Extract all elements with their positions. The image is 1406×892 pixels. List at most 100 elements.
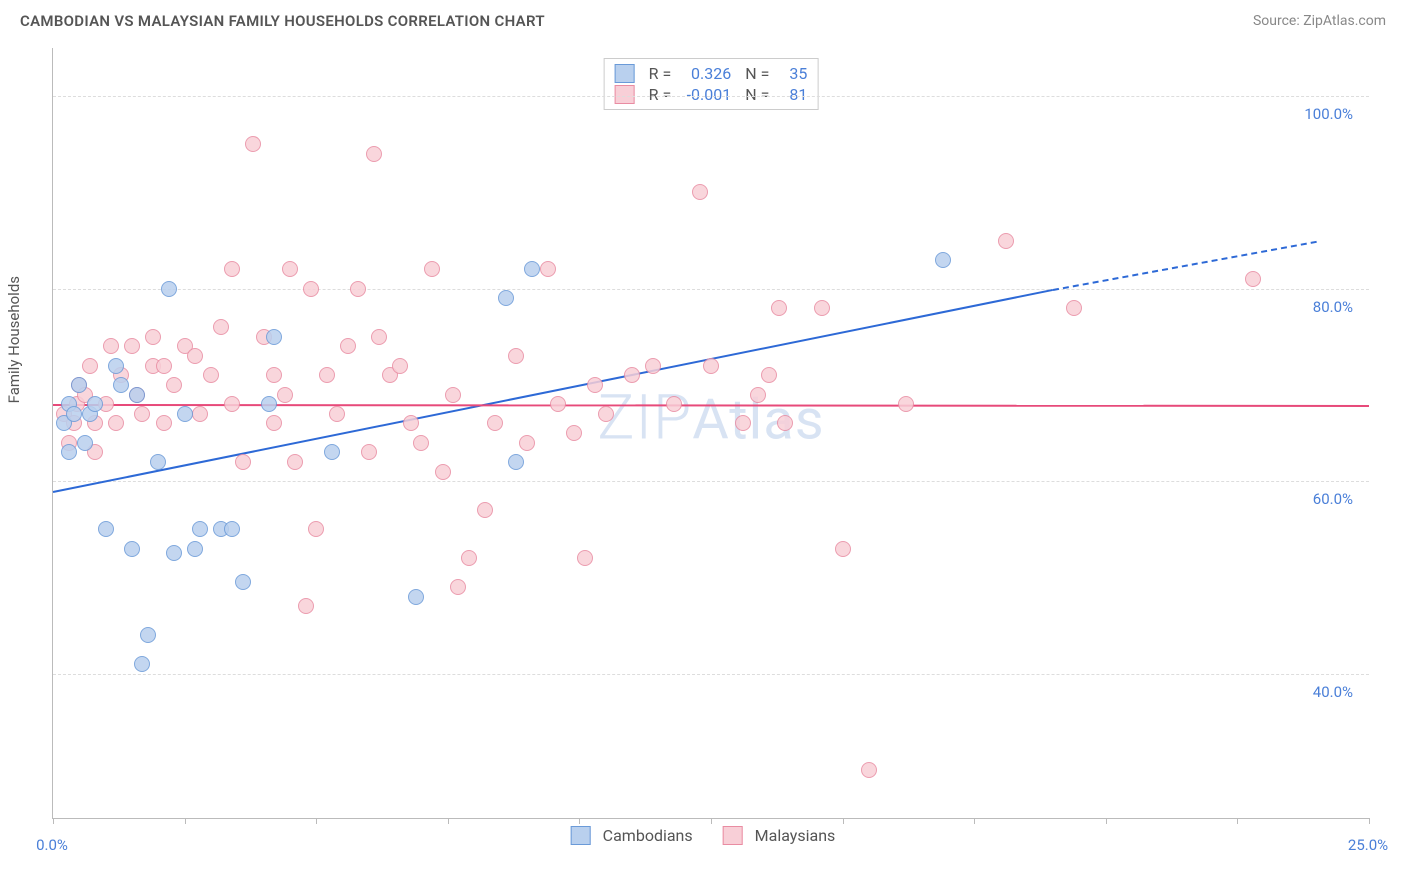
data-point xyxy=(224,521,240,537)
x-tick xyxy=(316,818,317,824)
data-point xyxy=(266,329,282,345)
legend-label: Malaysians xyxy=(755,826,836,845)
stats-legend-box: R =0.326 N =35R =-0.001 N =81 xyxy=(604,58,819,110)
data-point xyxy=(113,377,129,393)
legend-swatch xyxy=(615,85,635,104)
data-point xyxy=(266,415,282,431)
legend-swatch xyxy=(723,826,743,845)
y-axis-label: Family Households xyxy=(5,276,23,403)
data-point xyxy=(77,435,93,451)
x-tick xyxy=(1369,818,1370,824)
stats-legend-row: R =0.326 N =35 xyxy=(615,63,808,84)
plot-area: ZIPAtlas R =0.326 N =35R =-0.001 N =81 4… xyxy=(52,48,1369,819)
data-point xyxy=(750,387,766,403)
data-point xyxy=(324,444,340,460)
data-point xyxy=(187,348,203,364)
data-point xyxy=(213,319,229,335)
data-point xyxy=(435,464,451,480)
data-point xyxy=(403,415,419,431)
data-point xyxy=(666,396,682,412)
data-point xyxy=(134,656,150,672)
data-point xyxy=(771,300,787,316)
data-point xyxy=(192,406,208,422)
data-point xyxy=(298,598,314,614)
gridline xyxy=(53,289,1369,290)
data-point xyxy=(329,406,345,422)
data-point xyxy=(814,300,830,316)
legend-item: Malaysians xyxy=(723,826,836,845)
stats-legend-row: R =-0.001 N =81 xyxy=(615,84,808,105)
data-point xyxy=(540,261,556,277)
stat-r-label: R = xyxy=(649,85,672,104)
data-point xyxy=(1066,300,1082,316)
data-point xyxy=(166,377,182,393)
data-point xyxy=(703,358,719,374)
legend-swatch xyxy=(571,826,591,845)
x-tick xyxy=(185,818,186,824)
data-point xyxy=(124,541,140,557)
data-point xyxy=(156,358,172,374)
data-point xyxy=(287,454,303,470)
data-point xyxy=(87,396,103,412)
data-point xyxy=(524,261,540,277)
data-point xyxy=(277,387,293,403)
x-tick xyxy=(1237,818,1238,824)
x-tick xyxy=(53,818,54,824)
stat-n-label: N = xyxy=(741,85,769,104)
data-point xyxy=(108,415,124,431)
data-point xyxy=(192,521,208,537)
data-point xyxy=(692,184,708,200)
x-tick xyxy=(448,818,449,824)
y-tick-label: 100.0% xyxy=(1304,105,1353,123)
data-point xyxy=(1245,271,1261,287)
regression-line xyxy=(53,289,1054,493)
source-attribution: Source: ZipAtlas.com xyxy=(1253,13,1386,29)
data-point xyxy=(508,454,524,470)
data-point xyxy=(450,579,466,595)
stat-r-value: 0.326 xyxy=(681,64,731,83)
data-point xyxy=(598,406,614,422)
data-point xyxy=(835,541,851,557)
data-point xyxy=(361,444,377,460)
data-point xyxy=(566,425,582,441)
y-tick-label: 40.0% xyxy=(1313,683,1353,701)
data-point xyxy=(235,454,251,470)
data-point xyxy=(61,444,77,460)
legend-swatch xyxy=(615,64,635,83)
data-point xyxy=(145,329,161,345)
data-point xyxy=(587,377,603,393)
data-point xyxy=(82,358,98,374)
data-point xyxy=(177,406,193,422)
data-point xyxy=(445,387,461,403)
data-point xyxy=(156,415,172,431)
data-point xyxy=(303,281,319,297)
data-point xyxy=(245,136,261,152)
data-point xyxy=(935,252,951,268)
data-point xyxy=(477,502,493,518)
data-point xyxy=(550,396,566,412)
data-point xyxy=(224,396,240,412)
data-point xyxy=(140,627,156,643)
data-point xyxy=(224,261,240,277)
data-point xyxy=(777,415,793,431)
data-point xyxy=(350,281,366,297)
data-point xyxy=(413,435,429,451)
data-point xyxy=(340,338,356,354)
data-point xyxy=(371,329,387,345)
data-point xyxy=(124,338,140,354)
y-tick-label: 80.0% xyxy=(1313,298,1353,316)
data-point xyxy=(319,367,335,383)
stat-n-value: 81 xyxy=(779,85,807,104)
data-point xyxy=(66,406,82,422)
x-tick xyxy=(711,818,712,824)
gridline xyxy=(53,96,1369,97)
data-point xyxy=(624,367,640,383)
y-tick-label: 60.0% xyxy=(1313,490,1353,508)
data-point xyxy=(150,454,166,470)
data-point xyxy=(508,348,524,364)
data-point xyxy=(519,435,535,451)
data-point xyxy=(129,387,145,403)
data-point xyxy=(498,290,514,306)
data-point xyxy=(98,521,114,537)
data-point xyxy=(861,762,877,778)
